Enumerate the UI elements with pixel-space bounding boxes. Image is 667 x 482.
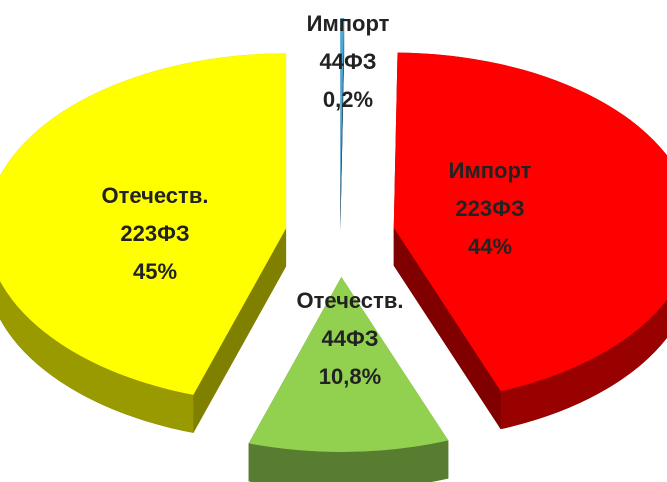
slice xyxy=(393,52,667,430)
data-label: 10,8% xyxy=(319,364,381,389)
data-label: Отечеств. xyxy=(297,288,404,313)
slice-top xyxy=(393,52,667,392)
data-label: 223ФЗ xyxy=(455,196,524,221)
slice-top xyxy=(0,53,287,395)
slice xyxy=(340,18,345,232)
slice-wall xyxy=(393,227,501,430)
slice-wall xyxy=(193,228,287,433)
data-label: 44ФЗ xyxy=(319,49,376,74)
data-label: 223ФЗ xyxy=(120,221,189,246)
slice-side xyxy=(248,440,449,482)
slice-top xyxy=(248,276,449,452)
data-label: 0,2% xyxy=(323,87,373,112)
data-label: Импорт xyxy=(307,11,390,36)
data-label: 45% xyxy=(133,259,177,284)
data-label: Импорт xyxy=(449,158,532,183)
slice-top xyxy=(340,18,345,194)
data-label: 44ФЗ xyxy=(321,326,378,351)
slice-wall xyxy=(340,18,345,232)
data-label: 44% xyxy=(468,234,512,259)
data-label: Отечеств. xyxy=(102,183,209,208)
slice xyxy=(248,276,449,482)
slice xyxy=(0,53,287,433)
